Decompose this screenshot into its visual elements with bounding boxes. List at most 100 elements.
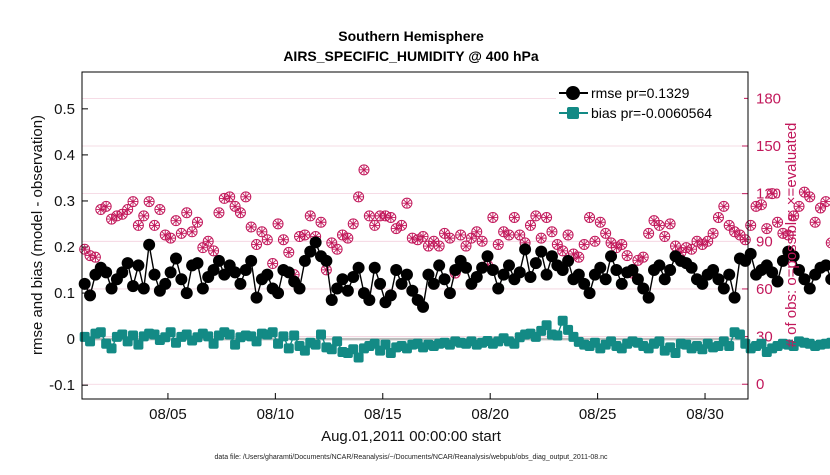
legend-box: [556, 78, 744, 126]
obs-count-markers: [79, 164, 830, 281]
obs-possible-marker: [127, 196, 139, 208]
obs-evaluated-marker: [552, 239, 562, 250]
obs-possible-marker: [304, 210, 316, 222]
y-tick-label: 0.3: [54, 193, 75, 210]
obs-possible-marker: [202, 235, 214, 247]
obs-possible-marker: [492, 238, 504, 250]
legend-bias-label: bias pr=-0.0060564: [591, 105, 712, 121]
obs-possible-marker: [584, 211, 596, 223]
obs-evaluated-marker: [402, 198, 412, 208]
obs-evaluated-marker: [273, 219, 283, 229]
obs-possible-marker: [358, 164, 370, 176]
obs-possible-marker: [643, 227, 655, 239]
bias-point: [670, 347, 681, 358]
rmse-point: [127, 280, 140, 293]
rmse-point: [556, 264, 569, 277]
obs-possible-marker: [541, 211, 553, 223]
obs-possible-marker: [766, 188, 778, 200]
rmse-point: [169, 252, 182, 265]
obs-possible-marker: [149, 219, 161, 231]
obs-evaluated-marker: [499, 227, 509, 237]
rmse-point: [229, 266, 242, 279]
rmse-point: [417, 300, 430, 313]
rmse-point: [583, 287, 596, 300]
obs-evaluated-marker: [778, 228, 788, 238]
obs-evaluated-marker: [187, 227, 197, 237]
rmse-point: [121, 257, 134, 270]
obs-possible-marker: [267, 258, 279, 270]
obs-possible-marker: [191, 216, 203, 228]
rmse-point: [84, 289, 97, 302]
obs-evaluated-marker: [676, 247, 686, 258]
rmse-point: [712, 273, 725, 286]
obs-evaluated-marker: [563, 230, 573, 240]
obs-possible-marker: [653, 219, 665, 231]
obs-evaluated-marker: [332, 244, 342, 254]
obs-evaluated-marker: [789, 211, 799, 221]
obs-evaluated-marker: [235, 208, 246, 218]
obs-evaluated-marker: [182, 208, 192, 218]
obs-evaluated-marker: [429, 236, 439, 246]
obs-possible-marker: [170, 215, 182, 227]
obs-evaluated-marker: [568, 249, 579, 259]
rmse-point: [476, 261, 489, 274]
y-axis-label: rmse and bias (model - observation): [29, 115, 46, 355]
rmse-point: [723, 268, 736, 281]
rmse-point: [137, 282, 150, 295]
rmse-point: [427, 277, 440, 290]
rmse-point: [374, 277, 387, 290]
obs-evaluated-marker: [772, 217, 783, 227]
obs-evaluated-marker: [386, 212, 396, 223]
obs-possible-marker: [186, 226, 198, 238]
rmse-point: [406, 284, 419, 297]
rmse-point: [443, 287, 456, 300]
obs-evaluated-marker: [230, 201, 240, 211]
obs-possible-marker: [251, 238, 263, 250]
obs-evaluated-marker: [268, 258, 278, 269]
rmse-point: [696, 277, 709, 290]
obs-evaluated-marker: [166, 233, 176, 243]
obs-evaluated-marker: [375, 211, 385, 221]
obs-possible-marker: [234, 207, 246, 219]
y2-tick-label: 150: [756, 138, 781, 155]
obs-evaluated-marker: [337, 230, 348, 240]
obs-possible-marker: [530, 210, 542, 222]
rmse-point: [352, 261, 365, 274]
obs-evaluated-marker: [654, 220, 664, 231]
obs-possible-marker: [433, 240, 445, 252]
bias-point: [299, 345, 310, 356]
obs-evaluated-marker: [606, 238, 616, 248]
obs-possible-marker: [283, 246, 295, 258]
bias-point: [332, 336, 343, 347]
obs-possible-marker: [326, 237, 338, 249]
rmse-point: [78, 277, 91, 290]
obs-evaluated-marker: [192, 217, 203, 227]
obs-possible-marker: [181, 207, 193, 219]
rmse-point: [642, 291, 655, 304]
obs-evaluated-marker: [413, 235, 423, 245]
obs-evaluated-marker: [713, 212, 724, 223]
rmse-point: [422, 268, 435, 281]
rmse-point: [460, 261, 473, 274]
obs-evaluated-marker: [456, 230, 466, 240]
x-tick-label: 08/15: [364, 406, 402, 423]
y2-tick-label: 0: [756, 376, 764, 393]
rmse-point: [594, 261, 607, 274]
obs-evaluated-marker: [155, 204, 165, 215]
obs-possible-marker: [132, 219, 144, 231]
bias-point: [283, 343, 294, 354]
obs-possible-marker: [815, 202, 827, 214]
obs-evaluated-marker: [112, 211, 122, 221]
obs-possible-marker: [122, 204, 134, 216]
obs-evaluated-marker: [380, 211, 391, 221]
rmse-point: [798, 273, 811, 286]
obs-evaluated-marker: [783, 230, 793, 240]
x-tick-label: 08/20: [471, 406, 509, 423]
y-tick-label: 0.2: [54, 239, 75, 256]
rmse-point: [470, 270, 483, 283]
obs-evaluated-marker: [767, 189, 777, 199]
obs-evaluated-marker: [139, 211, 149, 221]
bias-point: [348, 344, 359, 355]
rmse-point: [637, 282, 650, 295]
